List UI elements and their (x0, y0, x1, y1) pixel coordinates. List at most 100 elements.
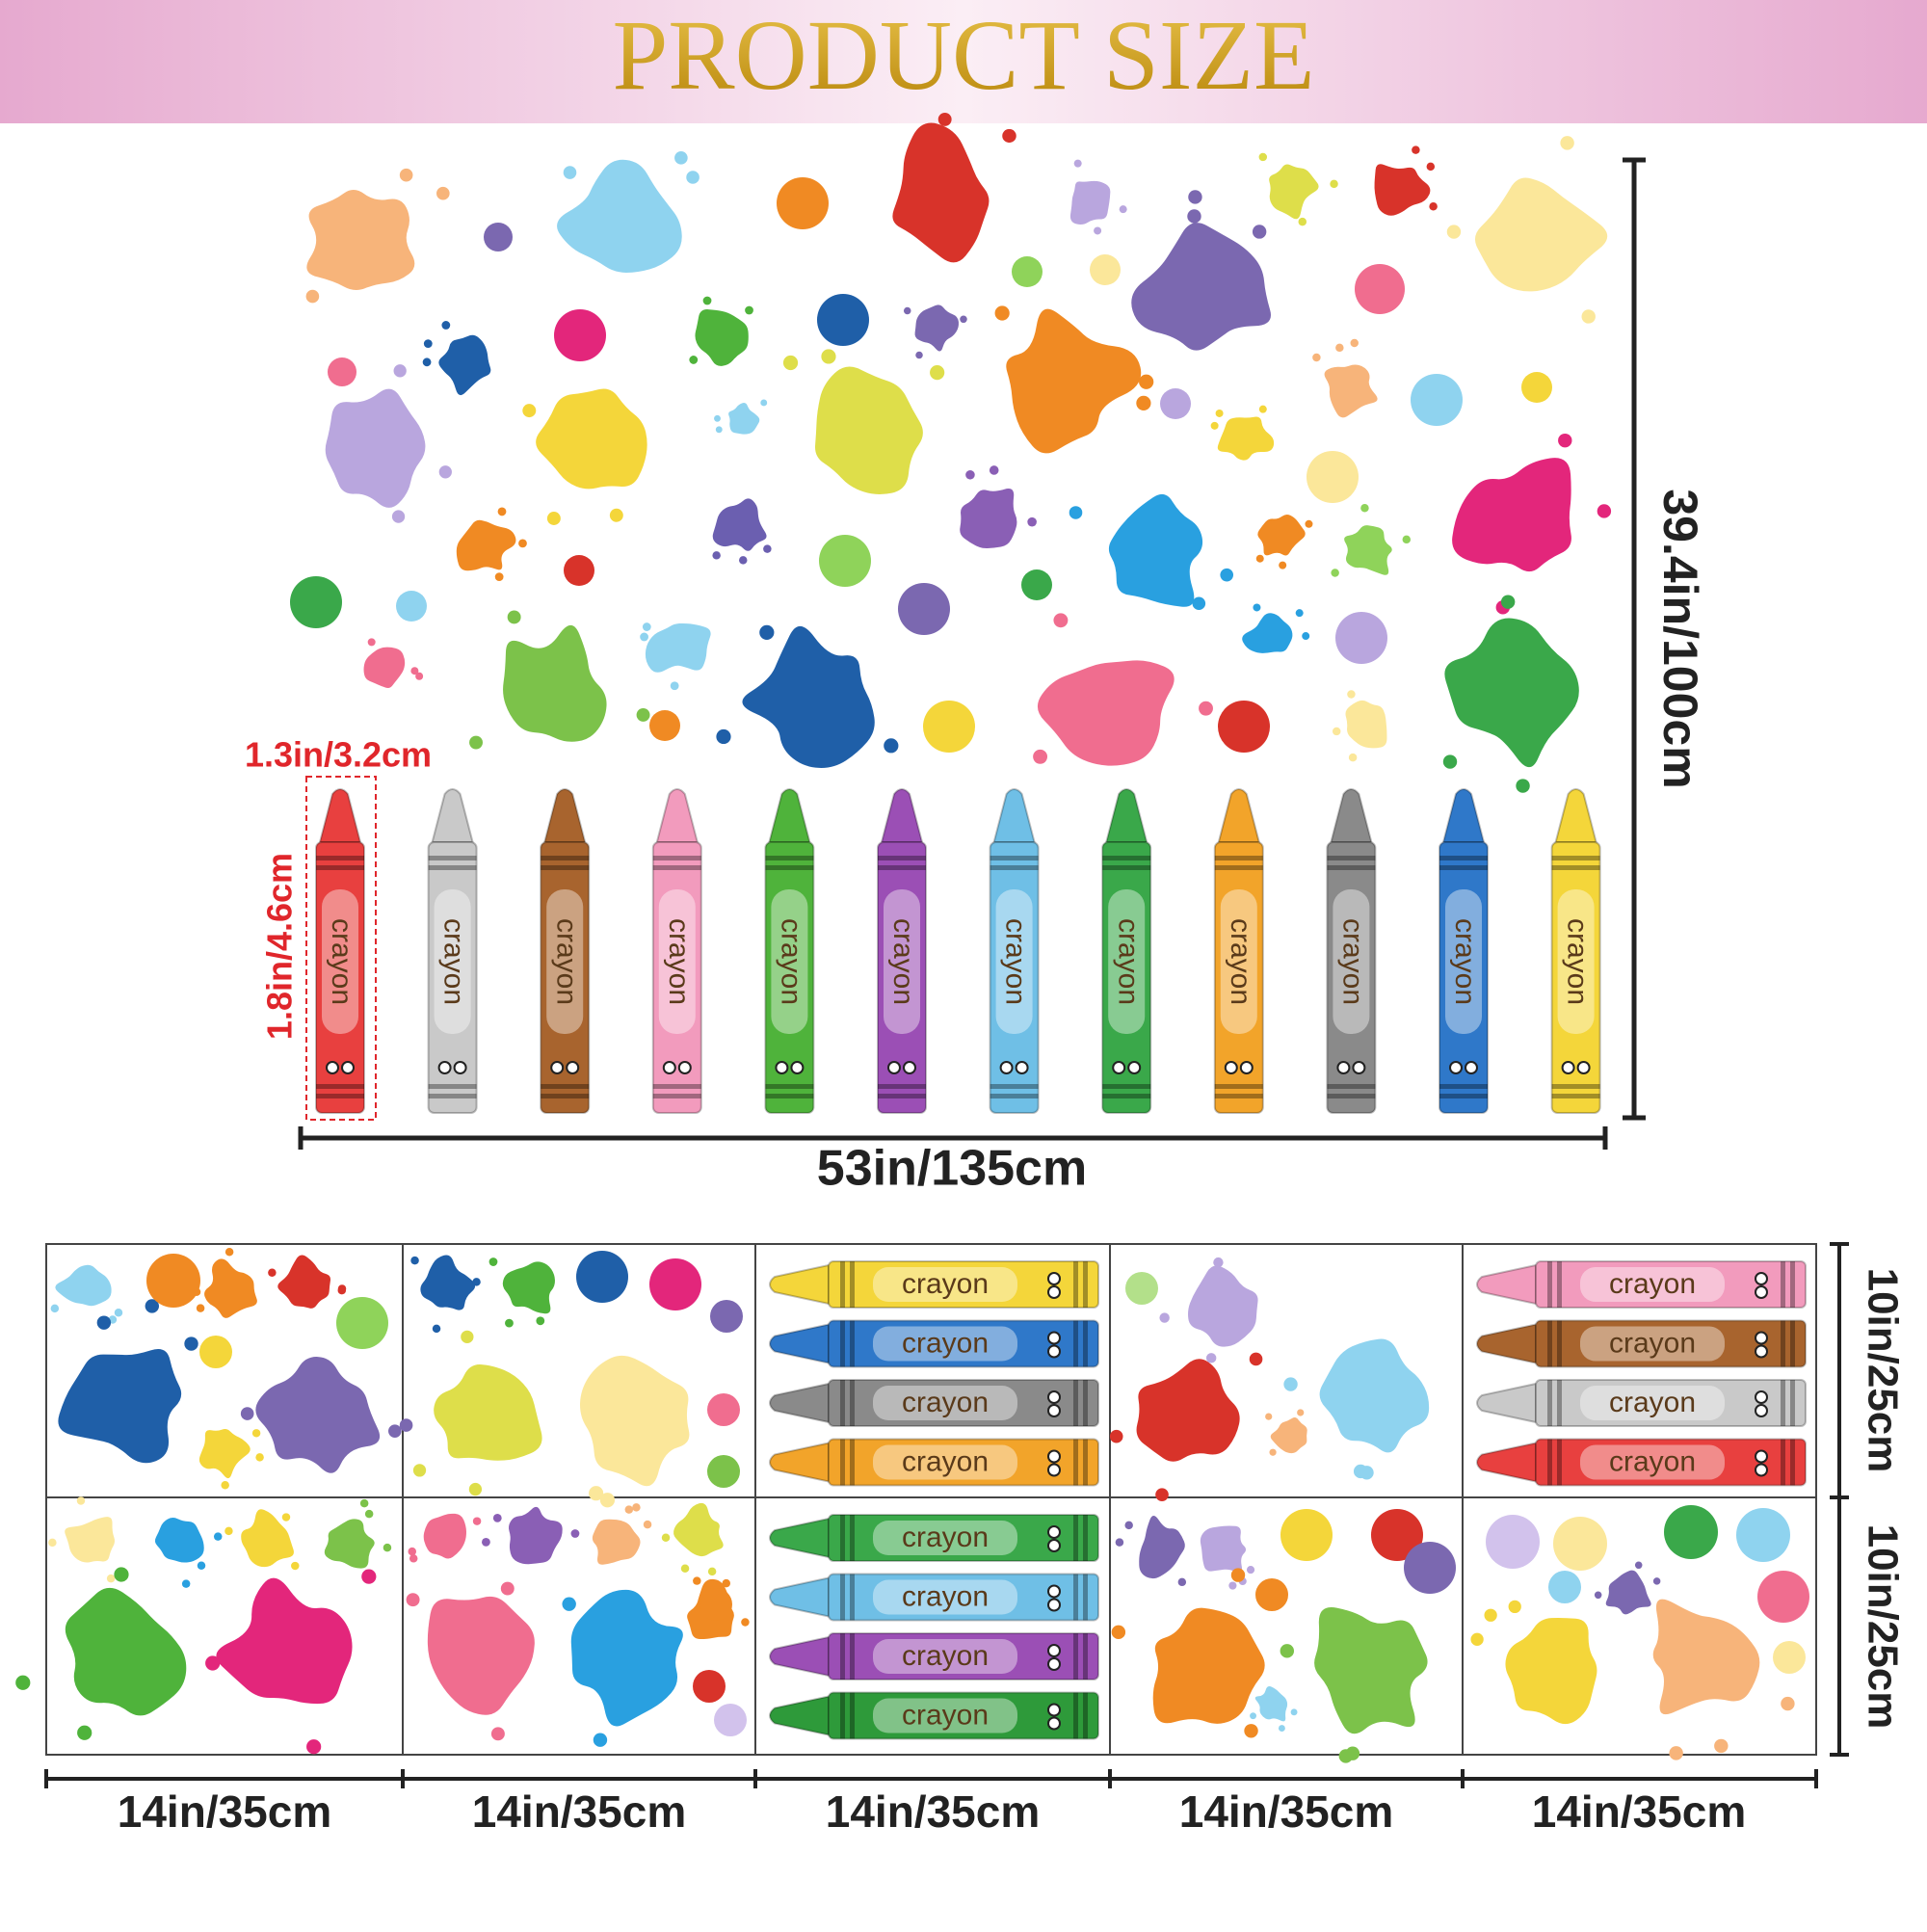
crayon-stripe (878, 856, 926, 860)
paint-drop (741, 1618, 750, 1627)
paint-drop (1581, 309, 1596, 324)
paint-drop (689, 356, 699, 364)
crayon-stripe (840, 1692, 845, 1739)
paint-drop (1205, 1353, 1217, 1363)
crayon-stripe (840, 1439, 845, 1486)
paint-drop (960, 315, 967, 324)
crayon-stripe (878, 865, 926, 870)
crayon-eye (1755, 1331, 1768, 1345)
paint-drop (1053, 613, 1069, 628)
paint-drop (1213, 1257, 1224, 1268)
crayon-label: crayon (902, 1699, 989, 1731)
crayon-stripe (652, 865, 701, 870)
crayon-eye (1755, 1272, 1768, 1285)
crayon-eye (1449, 1061, 1463, 1074)
paint-dot (396, 591, 427, 622)
crayon-tip (1476, 1263, 1537, 1306)
crayon-label-bg (1108, 889, 1146, 1034)
paint-splat (728, 403, 760, 435)
paint-drop (15, 1675, 31, 1690)
crayon-stripe (1557, 1439, 1562, 1486)
paint-splat (204, 1258, 257, 1318)
crayon-stripe (1083, 1261, 1088, 1308)
crayon-tip (655, 788, 700, 843)
crayon-tip (1476, 1442, 1537, 1483)
crayon-stripe (765, 1094, 814, 1098)
paint-splat (1006, 308, 1142, 454)
crayon-body (828, 1691, 1099, 1740)
paint-splat (742, 625, 875, 768)
paint-dot (777, 177, 829, 229)
paint-drop (1484, 1608, 1497, 1622)
width-label: 53in/135cm (817, 1141, 1087, 1197)
paint-drop (702, 296, 712, 305)
crayon-tip (431, 788, 474, 843)
paint-drop (563, 166, 577, 179)
paint-drop (1781, 1696, 1795, 1711)
crayon-eye (1755, 1390, 1768, 1404)
paint-dot (923, 701, 975, 753)
crayon-label: crayon (1336, 918, 1368, 1005)
paint-drop (361, 1569, 377, 1584)
crayon-eye (999, 1061, 1014, 1074)
paint-drop (636, 707, 650, 722)
height-label: 39.4in/100cm (1653, 489, 1707, 788)
paint-drop (518, 539, 527, 548)
crayon-label-bg (873, 1639, 1017, 1674)
paint-dot (714, 1704, 747, 1736)
crayon: crayon (769, 1691, 1099, 1740)
crayon-eye (453, 1061, 467, 1074)
crayon-stripe (541, 1084, 590, 1089)
crayon: crayon (769, 1438, 1099, 1487)
paint-splat (1314, 1606, 1428, 1734)
crayon-eye (1047, 1390, 1061, 1404)
paint-drop (50, 1304, 60, 1313)
paint-drop (1412, 146, 1420, 154)
paint-splat (1324, 364, 1378, 418)
sheet-width-label: 14in/35cm (1179, 1786, 1393, 1837)
paint-splat (438, 334, 491, 396)
paint-drop (1269, 1448, 1277, 1456)
crayon-stripe (1083, 1515, 1088, 1561)
crayon: crayon (427, 788, 478, 1114)
crayon-body (1535, 1438, 1807, 1487)
crayon-stripe (541, 856, 590, 860)
paint-splat (814, 366, 923, 494)
paint-dot (1371, 1509, 1423, 1561)
paint-drop (1302, 632, 1310, 641)
paint-drop (1136, 395, 1151, 411)
crayon-eye (1047, 1657, 1061, 1671)
crayon-stripe (1547, 1320, 1552, 1367)
crayon-tip (1330, 788, 1373, 843)
crayon-stripe (1781, 1380, 1785, 1426)
crayon-stripe (1327, 1094, 1376, 1098)
paint-drop (251, 1429, 261, 1438)
crayon-tip (769, 1263, 830, 1306)
paint-drop (415, 672, 424, 680)
paint-drop (281, 1513, 291, 1522)
paint-drop (399, 168, 413, 182)
crayon-tip (769, 1576, 830, 1618)
paint-splat (423, 1513, 467, 1559)
crayon-label-bg (873, 1698, 1017, 1734)
paint-drop (224, 1248, 234, 1257)
paint-drop (722, 1578, 730, 1588)
crayon-stripe (428, 1084, 477, 1089)
paint-dot (576, 1251, 628, 1303)
paint-dot (1255, 1578, 1288, 1611)
paint-splat (65, 1587, 187, 1716)
crayon: crayon (1476, 1438, 1807, 1487)
paint-splat (580, 1355, 690, 1487)
paint-splat (695, 309, 749, 366)
sheet-width-label: 14in/35cm (472, 1786, 686, 1837)
paint-dot (700, 1588, 732, 1621)
crayon-stripe (1083, 1633, 1088, 1680)
crayon-stripe (850, 1439, 855, 1486)
crayon-tip (1104, 788, 1148, 843)
paint-splat (1652, 1599, 1760, 1715)
paint-drop (1249, 1352, 1263, 1366)
crayon-eye (1047, 1584, 1061, 1599)
crayon: crayon (769, 1379, 1099, 1427)
paint-splat (420, 1255, 476, 1310)
crayon-body (315, 841, 365, 1114)
